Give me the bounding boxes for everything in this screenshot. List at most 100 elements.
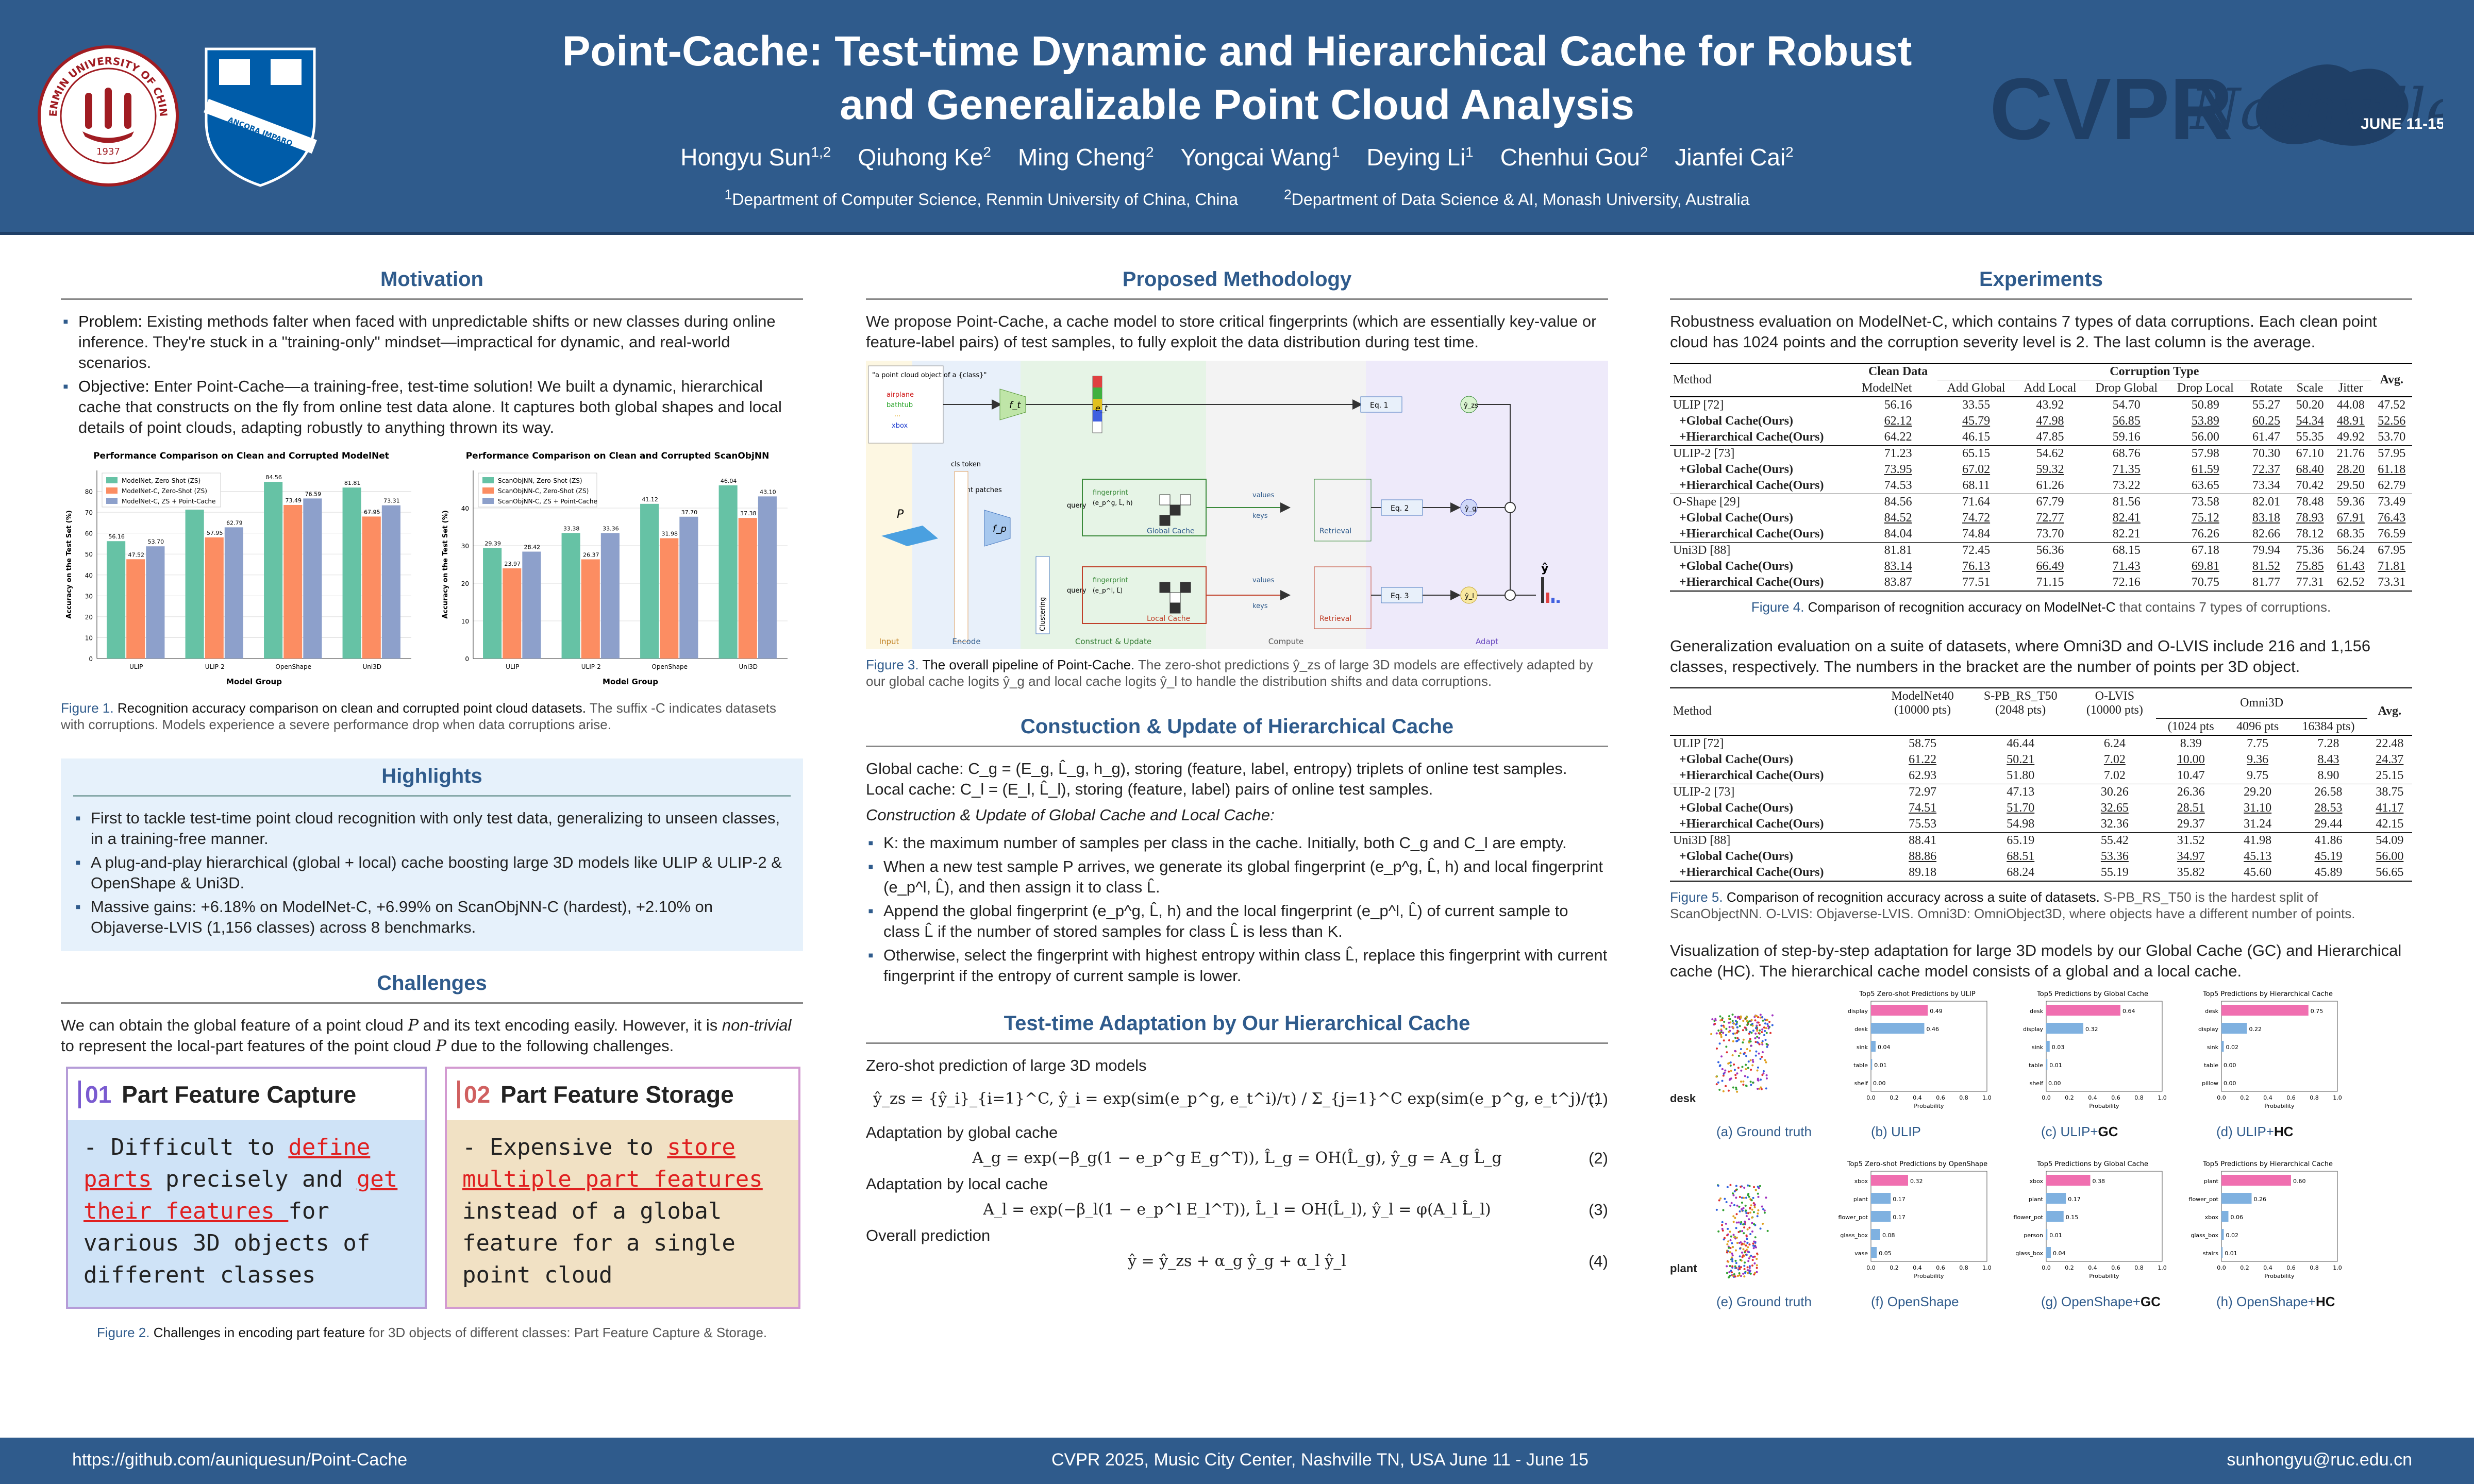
bar-value-label: 53.70: [148, 538, 164, 545]
prob-value: 0.49: [1930, 1007, 1943, 1014]
subfigure-caption: (d) ULIP+HC: [2216, 1123, 2294, 1139]
table-cell: 41.17: [2376, 801, 2404, 815]
table-row: +Hierarchical Cache(Ours) 84.04 74.84 73.70…: [1670, 526, 2412, 543]
bar-value-label: 62.79: [226, 519, 243, 526]
table-cell: 22.48: [2376, 736, 2404, 750]
table-cell: 44.08: [2336, 398, 2365, 412]
x-tick-label: 0.4: [2088, 1094, 2097, 1101]
table-cell: 45.60: [2244, 865, 2272, 879]
challenge-2-number: 02: [457, 1081, 490, 1108]
y-axis-label: Accuracy on the Test Set (%): [442, 510, 449, 618]
table-cell: 41.98: [2244, 833, 2272, 847]
legend-label: ModelNet-C, ZS + Point-Cache: [122, 498, 215, 505]
bar-chart-scanobjnn: Performance Comparison on Clean and Corr…: [442, 451, 788, 686]
table-cell: 56.00: [2376, 849, 2404, 863]
table-cell: 50.21: [2007, 752, 2035, 766]
x-axis-label: Probability: [2089, 1273, 2119, 1279]
equation-3: A_l = exp(−β_l(1 − e_p^l E_l^T)), L̂_l =…: [983, 1201, 1608, 1219]
table-row: Uni3D [88] 81.81 72.45 56.36 68.15 67.18 79.94…: [1670, 542, 2412, 559]
table-cell: 53.36: [2100, 849, 2129, 863]
table-cell: 70.42: [2296, 479, 2324, 492]
prob-value: 0.03: [2052, 1043, 2065, 1050]
title-line-2: and Generalizable Point Cloud Analysis: [840, 81, 1634, 128]
table-cell: 78.12: [2296, 527, 2324, 541]
bar-value-label: 37.70: [681, 509, 698, 516]
class-label: glass_box: [2015, 1250, 2043, 1256]
x-tick-label: 0.4: [1913, 1094, 1922, 1101]
table-cell: 31.10: [2244, 801, 2272, 815]
x-tick-label: 0.8: [1959, 1264, 1968, 1271]
t2-header-spb: S-PB_RS_T50 (2048 pts): [1983, 689, 2058, 717]
x-tick-label: 0.4: [2263, 1264, 2272, 1271]
chart-title: Top5 Predictions by Global Cache: [2036, 1160, 2148, 1168]
y-tick-label: 50: [85, 551, 93, 558]
table-row: Uni3D [88] 88.41 65.19 55.42 31.52 41.98 41.86…: [1670, 832, 2412, 849]
row-label: desk: [1670, 1091, 1696, 1105]
bar-value-label: 46.04: [721, 478, 737, 484]
affiliations: 1Department of Computer Science, Renmin …: [412, 187, 2062, 209]
highlights-list: First to tackle test-time point cloud re…: [73, 808, 791, 938]
table-cell: +Hierarchical Cache(Ours): [1679, 768, 1824, 782]
x-tick-label: 0.0: [2217, 1094, 2226, 1101]
table-cell: +Global Cache(Ours): [1679, 414, 1794, 428]
prob-value: 0.00: [2224, 1061, 2236, 1068]
conference-info: CVPR 2025, Music City Center, Nashville …: [1051, 1450, 1589, 1470]
table-cell: 74.72: [1962, 511, 1991, 525]
svg-text:"a point cloud object of a {cl: "a point cloud object of a {class}": [872, 372, 987, 379]
x-tick-label: Uni3D: [739, 663, 758, 670]
renmin-university-logo: RENMIN UNIVERSITY OF CHINA 1937: [36, 44, 179, 187]
table-cell: 61.26: [2036, 479, 2064, 492]
bar-value-label: 56.16: [108, 533, 125, 540]
svg-text:(e_p^l, L̂): (e_p^l, L̂): [1093, 587, 1123, 594]
table-cell: 75.12: [2191, 511, 2219, 525]
bar-value-label: 43.10: [760, 488, 776, 495]
table-cell: 67.10: [2296, 447, 2324, 460]
table-cell: +Hierarchical Cache(Ours): [1679, 479, 1824, 492]
x-tick-label: 0.6: [1936, 1264, 1945, 1271]
subfigure-caption: (f) OpenShape: [1871, 1293, 1959, 1309]
bar: [264, 482, 283, 659]
table-cell: 47.98: [2036, 414, 2064, 428]
class-label: flower_pot: [2189, 1195, 2219, 1202]
construction-item: Append the global fingerprint (e_p^g, L̂…: [866, 901, 1608, 942]
table-cell: 28.51: [2177, 801, 2205, 815]
table-cell: 55.42: [2100, 833, 2129, 847]
table-cell: 71.15: [2036, 576, 2064, 589]
author-name: Hongyu Sun1,2: [680, 144, 831, 171]
github-link[interactable]: https://github.com/auniquesun/Point-Cach…: [72, 1450, 408, 1470]
table-cell: 24.37: [2376, 752, 2404, 766]
table-cell: 68.24: [2007, 865, 2035, 879]
contact-email[interactable]: sunhongyu@ruc.edu.cn: [2227, 1450, 2412, 1470]
legend-box: [102, 473, 221, 508]
table-row: +Global Cache(Ours) 74.51 51.70 32.65 28.51 3…: [1670, 800, 2412, 816]
prob-bar: [1871, 1040, 1876, 1052]
prediction-bar-chart: Top5 Predictions by Hierarchical Cache pl…: [2189, 1160, 2342, 1279]
svg-text:keys: keys: [1252, 602, 1268, 610]
legend-swatch: [482, 477, 494, 483]
prob-bar: [2046, 1022, 2083, 1034]
table-cell: 46.15: [1962, 430, 1991, 444]
class-label: stairs: [2203, 1250, 2218, 1256]
table-cell: 10.47: [2177, 768, 2205, 782]
table-cell: 68.51: [2007, 849, 2035, 863]
table-cell: 21.76: [2336, 447, 2365, 460]
svg-text:Compute: Compute: [1268, 637, 1303, 646]
table-cell: 75.85: [2296, 560, 2324, 573]
table-row: +Hierarchical Cache(Ours) 83.87 77.51 71.15…: [1670, 575, 2412, 591]
prob-bar: [2046, 1228, 2048, 1240]
table-cell: 7.02: [2103, 752, 2126, 766]
class-label: plant: [1853, 1195, 1868, 1202]
challenge-1-body: - Difficult to define parts precisely an…: [68, 1120, 425, 1307]
bar: [483, 548, 502, 659]
bar: [205, 537, 224, 659]
t1-header-modelnet: ModelNet: [1862, 381, 1912, 395]
prob-bar: [1871, 1246, 1877, 1258]
table-cell: ULIP-2 [73]: [1673, 785, 1735, 799]
class-label: sink: [2032, 1043, 2044, 1050]
class-label: desk: [1854, 1025, 1868, 1032]
t1-header-col: Rotate: [2250, 381, 2283, 395]
table-cell: 72.16: [2112, 576, 2141, 589]
legend-label: ScanObjNN, Zero-Shot (ZS): [498, 477, 582, 484]
table-cell: 47.85: [2036, 430, 2064, 444]
bar: [600, 533, 620, 659]
